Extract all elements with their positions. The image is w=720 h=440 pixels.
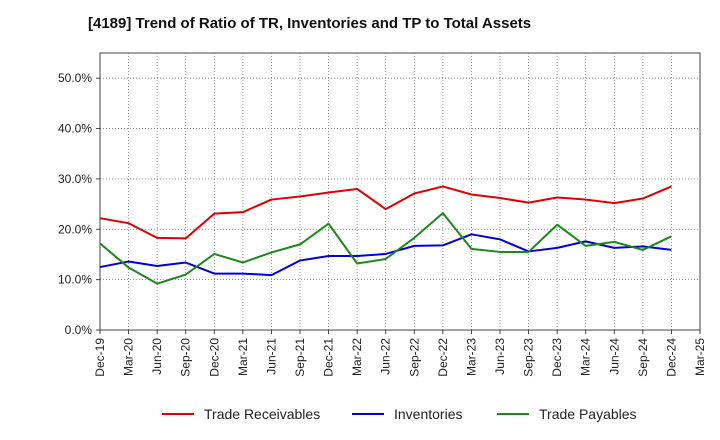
axis-layer: 0.0% 10.0% 20.0% 30.0% 40.0% 50.0% Dec-19 Mar-2…: [58, 52, 707, 377]
grid-layer: [100, 53, 700, 330]
x-tick-label: Mar-23: [464, 338, 478, 376]
x-tick-label: Mar-20: [122, 338, 136, 376]
series-line-inventories: [99, 233, 672, 277]
x-tick-label: Sep-20: [179, 338, 193, 377]
y-tick-label: 50.0%: [58, 71, 92, 85]
y-tick-label: 0.0%: [65, 323, 93, 337]
x-tick-label: Jun-23: [493, 338, 507, 375]
y-tick-label: 10.0%: [58, 273, 92, 287]
y-tick-label: 20.0%: [58, 222, 92, 236]
x-tick-label: Jun-24: [607, 338, 621, 375]
series-line-trade-payables: [99, 212, 672, 285]
legend-label: Trade Payables: [539, 406, 637, 422]
x-tick-label: Dec-22: [436, 338, 450, 377]
x-tick-label: Sep-22: [407, 338, 421, 377]
legend-label: Inventories: [394, 406, 462, 422]
x-tick-label: Mar-24: [579, 338, 593, 376]
x-tick-label: Sep-23: [522, 338, 536, 377]
x-tick-label: Mar-25: [693, 338, 707, 376]
x-tick-label: Jun-20: [150, 338, 164, 375]
series-layer: [99, 185, 672, 285]
legend-label: Trade Receivables: [204, 406, 320, 422]
x-tick-label: Dec-21: [322, 338, 336, 377]
y-tick-label: 40.0%: [58, 122, 92, 136]
series-line-trade-receivables: [99, 185, 672, 240]
chart-title: [4189] Trend of Ratio of TR, Inventories…: [88, 15, 532, 32]
x-tick-label: Dec-24: [664, 338, 678, 377]
x-tick-label: Sep-24: [636, 338, 650, 377]
x-tick-label: Jun-22: [379, 338, 393, 375]
plot-area: [100, 53, 700, 330]
plot-frame: [99, 52, 701, 331]
legend-layer: Trade Receivables Inventories Trade Payabl…: [162, 406, 637, 422]
y-tick-label: 30.0%: [58, 172, 92, 186]
x-tick-label: Mar-21: [236, 338, 250, 376]
x-tick-label: Dec-20: [207, 338, 221, 377]
x-tick-label: Mar-22: [350, 338, 364, 376]
x-tick-label: Sep-21: [293, 338, 307, 377]
x-tick-label: Dec-19: [93, 338, 107, 377]
x-tick-label: Jun-21: [264, 338, 278, 375]
x-tick-label: Dec-23: [550, 338, 564, 377]
